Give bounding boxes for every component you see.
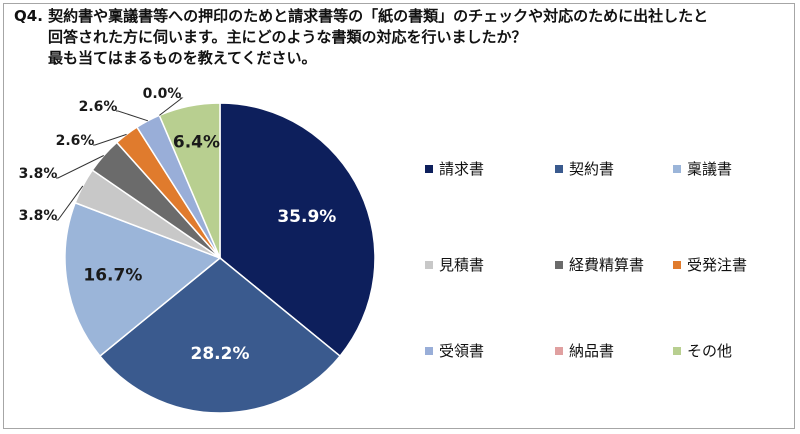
legend-item: 稟議書 (673, 158, 732, 179)
legend-label: 経費精算書 (569, 256, 645, 274)
data-label: 35.9% (277, 207, 336, 227)
legend-item: 受領書 (425, 340, 484, 361)
data-label: 6.4% (173, 133, 220, 153)
data-label: 0.0% (143, 86, 182, 102)
data-label: 3.8% (19, 166, 58, 182)
chart-legend: 請求書 契約書 稟議書見積書 経費精算書 受発注書受領書 納品書 その他 (425, 158, 765, 368)
leader-line (159, 97, 184, 116)
leader-line (116, 110, 149, 122)
leader-line (56, 185, 84, 221)
legend-item: 経費精算書 (555, 254, 644, 275)
legend-swatch (673, 346, 681, 355)
legend-label: 契約書 (569, 160, 615, 178)
legend-label: その他 (687, 342, 733, 360)
legend-item: 契約書 (555, 158, 614, 179)
title-line-3: 最も当てはまるものを教えてください。 (48, 49, 317, 67)
legend-label: 請求書 (439, 160, 485, 178)
legend-swatch (673, 260, 681, 269)
pie-slice (219, 102, 376, 358)
legend-label: 受発注書 (687, 256, 748, 274)
title-line-2: 回答された方に伺います。主にどのような書類の対応を行いましたか？ (48, 28, 527, 46)
pie-slice (98, 257, 342, 414)
leader-line (56, 155, 104, 179)
data-label: 16.7% (83, 265, 142, 285)
legend-item: その他 (673, 340, 732, 361)
data-label: 2.6% (56, 133, 95, 149)
legend-swatch (425, 346, 433, 355)
chart-title: Q4. 契約書や稟議書等への押印のためと請求書等の「紙の書類」のチェックや対応の… (14, 6, 784, 69)
legend-item: 請求書 (425, 158, 484, 179)
leader-line (93, 133, 127, 146)
data-label: 2.6% (79, 99, 118, 115)
legend-label: 稟議書 (687, 160, 733, 178)
data-label: 28.2% (191, 344, 250, 364)
legend-item: 受発注書 (673, 254, 747, 275)
legend-swatch (555, 260, 563, 269)
data-label: 3.8% (19, 208, 58, 224)
title-line-1: Q4. 契約書や稟議書等への押印のためと請求書等の「紙の書類」のチェックや対応の… (14, 7, 709, 25)
legend-label: 見積書 (439, 256, 485, 274)
pie-slice (64, 201, 222, 358)
legend-label: 受領書 (439, 342, 485, 360)
legend-swatch (673, 164, 681, 173)
legend-item: 納品書 (555, 340, 614, 361)
legend-swatch (425, 260, 433, 269)
legend-swatch (555, 346, 563, 355)
legend-swatch (555, 164, 563, 173)
legend-item: 見積書 (425, 254, 484, 275)
legend-swatch (425, 164, 433, 173)
legend-label: 納品書 (569, 342, 615, 360)
